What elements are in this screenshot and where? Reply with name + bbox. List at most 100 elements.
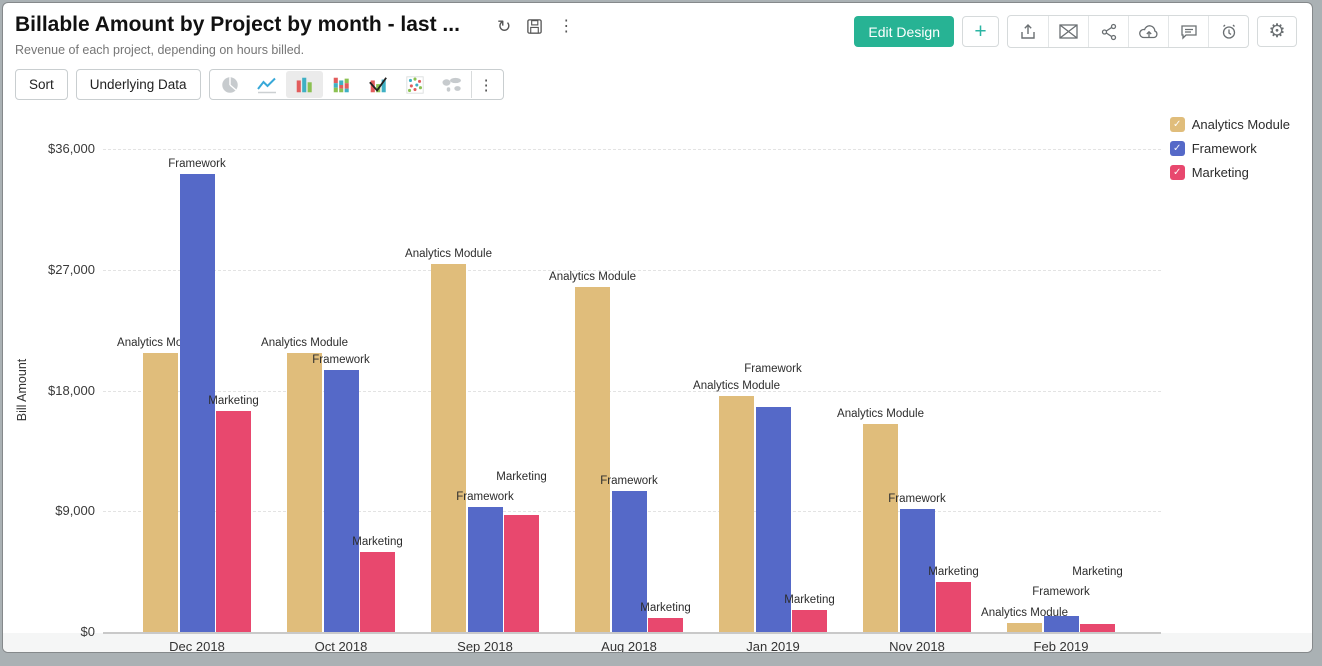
more-chart-types-icon[interactable]: ⋮ [470, 71, 501, 98]
bar[interactable] [504, 515, 539, 632]
comment-icon[interactable] [1168, 16, 1208, 47]
bar[interactable] [792, 609, 827, 632]
combo-chart-icon[interactable] [360, 71, 397, 98]
bar-value-label: Analytics Module [837, 408, 924, 421]
gridline [103, 269, 1161, 271]
bar-value-label: Analytics Module [549, 271, 636, 284]
x-axis-strip [3, 633, 1312, 652]
save-icon[interactable] [526, 18, 543, 35]
x-axis-tick-label: Aug 2018 [601, 639, 657, 653]
page-title: Billable Amount by Project by month - la… [15, 13, 460, 36]
x-axis-tick-label: Jan 2019 [746, 639, 800, 653]
header-actions: Edit Design + [854, 15, 1297, 48]
bar[interactable] [467, 507, 503, 632]
bar-value-label: Marketing [352, 535, 403, 548]
y-axis-title: Bill Amount [15, 358, 29, 421]
bar-value-label: Marketing [784, 593, 835, 606]
x-axis-tick-label: Sep 2018 [457, 639, 513, 653]
bar[interactable] [216, 410, 251, 632]
export-icon[interactable] [1008, 16, 1048, 47]
bar-value-label: Framework [744, 362, 802, 375]
bar-value-label: Analytics Module [693, 379, 780, 392]
bar[interactable] [899, 508, 935, 632]
refresh-icon[interactable]: ↻ [497, 17, 512, 36]
bar-value-label: Marketing [928, 566, 979, 579]
bar[interactable] [1007, 622, 1042, 632]
bar[interactable] [360, 551, 395, 632]
bar[interactable] [575, 287, 610, 632]
y-axis-tick-label: $18,000 [48, 382, 95, 398]
bar-value-label: Framework [312, 354, 370, 367]
chart-toolbar: Sort Underlying Data [15, 69, 504, 100]
gridline [103, 149, 1161, 150]
y-axis-tick-label: $36,000 [48, 141, 95, 156]
bar[interactable] [323, 370, 359, 632]
gridline [103, 390, 1161, 392]
stacked-bar-chart-icon[interactable] [323, 71, 360, 98]
bar[interactable] [1080, 623, 1115, 632]
pie-chart-icon[interactable] [212, 71, 249, 98]
legend-item-analytics-module[interactable]: ✓ Analytics Module [1169, 117, 1290, 132]
y-axis-tick-label: $9,000 [55, 503, 95, 519]
bar[interactable] [1043, 615, 1079, 632]
bar[interactable] [648, 617, 683, 632]
sort-button[interactable]: Sort [15, 69, 68, 100]
bar[interactable] [287, 352, 322, 632]
underlying-data-button[interactable]: Underlying Data [75, 69, 201, 100]
legend-item-framework[interactable]: ✓ Framework [1169, 141, 1290, 156]
email-icon[interactable] [1048, 16, 1088, 47]
y-axis-tick-label: $0 [80, 624, 95, 639]
edit-design-button[interactable]: Edit Design [854, 16, 954, 47]
legend-label: Framework [1191, 141, 1257, 156]
bar[interactable] [431, 264, 466, 632]
bar[interactable] [611, 491, 647, 632]
chart-legend: ✓ Analytics Module ✓ Framework ✓ Marketing [1169, 117, 1290, 180]
report-action-group [1007, 15, 1249, 48]
y-axis-tick-label: $27,000 [48, 261, 95, 277]
bar-value-label: Marketing [496, 471, 547, 484]
bar[interactable] [143, 352, 178, 632]
x-axis-tick-label: Dec 2018 [169, 639, 225, 653]
bar-value-label: Analytics Module [405, 248, 492, 261]
bar-value-label: Framework [1032, 585, 1090, 598]
publish-icon[interactable] [1128, 16, 1168, 47]
bar-value-label: Analytics Module [981, 606, 1068, 619]
map-chart-icon[interactable] [434, 71, 471, 98]
legend-item-marketing[interactable]: ✓ Marketing [1169, 165, 1290, 180]
x-axis-tick-label: Nov 2018 [889, 639, 945, 653]
bar-value-label: Framework [168, 158, 226, 171]
bar-value-label: Framework [600, 475, 658, 488]
report-view: Billable Amount by Project by month - la… [2, 2, 1313, 653]
add-button[interactable]: + [962, 16, 999, 47]
legend-checkbox[interactable]: ✓ [1169, 117, 1185, 132]
bar-value-label: Marketing [1072, 565, 1123, 578]
legend-label: Marketing [1191, 165, 1249, 180]
alert-icon[interactable] [1208, 16, 1248, 47]
bar-value-label: Marketing [208, 394, 259, 407]
x-axis-tick-label: Oct 2018 [314, 639, 368, 653]
bar-value-label: Framework [456, 491, 514, 504]
more-vertical-icon[interactable]: ⋮ [558, 17, 575, 35]
bar[interactable] [179, 174, 215, 632]
line-chart-icon[interactable] [249, 71, 286, 98]
scatter-chart-icon[interactable] [397, 71, 434, 98]
bar-chart-icon[interactable] [285, 71, 323, 98]
x-axis-tick-label: Feb 2019 [1033, 639, 1089, 653]
bar[interactable] [863, 424, 898, 632]
bar-value-label: Marketing [640, 601, 691, 614]
title-actions: ↻ ⋮ [497, 18, 574, 35]
page-subtitle: Revenue of each project, depending on ho… [15, 43, 305, 57]
bar-chart: $0 $9,000 $18,000 $27,000 $36,000 Bill Amount… [3, 3, 1312, 652]
bar[interactable] [719, 395, 754, 632]
chart-type-switcher: ⋮ [208, 69, 504, 100]
bar-value-label: Framework [888, 492, 946, 505]
gear-icon[interactable]: ⚙ [1257, 16, 1297, 47]
legend-label: Analytics Module [1191, 117, 1290, 132]
gridline [103, 632, 1161, 634]
share-icon[interactable] [1088, 16, 1128, 47]
legend-checkbox[interactable]: ✓ [1169, 141, 1185, 156]
legend-checkbox[interactable]: ✓ [1169, 165, 1185, 180]
bar[interactable] [936, 582, 971, 632]
bar[interactable] [755, 406, 791, 632]
